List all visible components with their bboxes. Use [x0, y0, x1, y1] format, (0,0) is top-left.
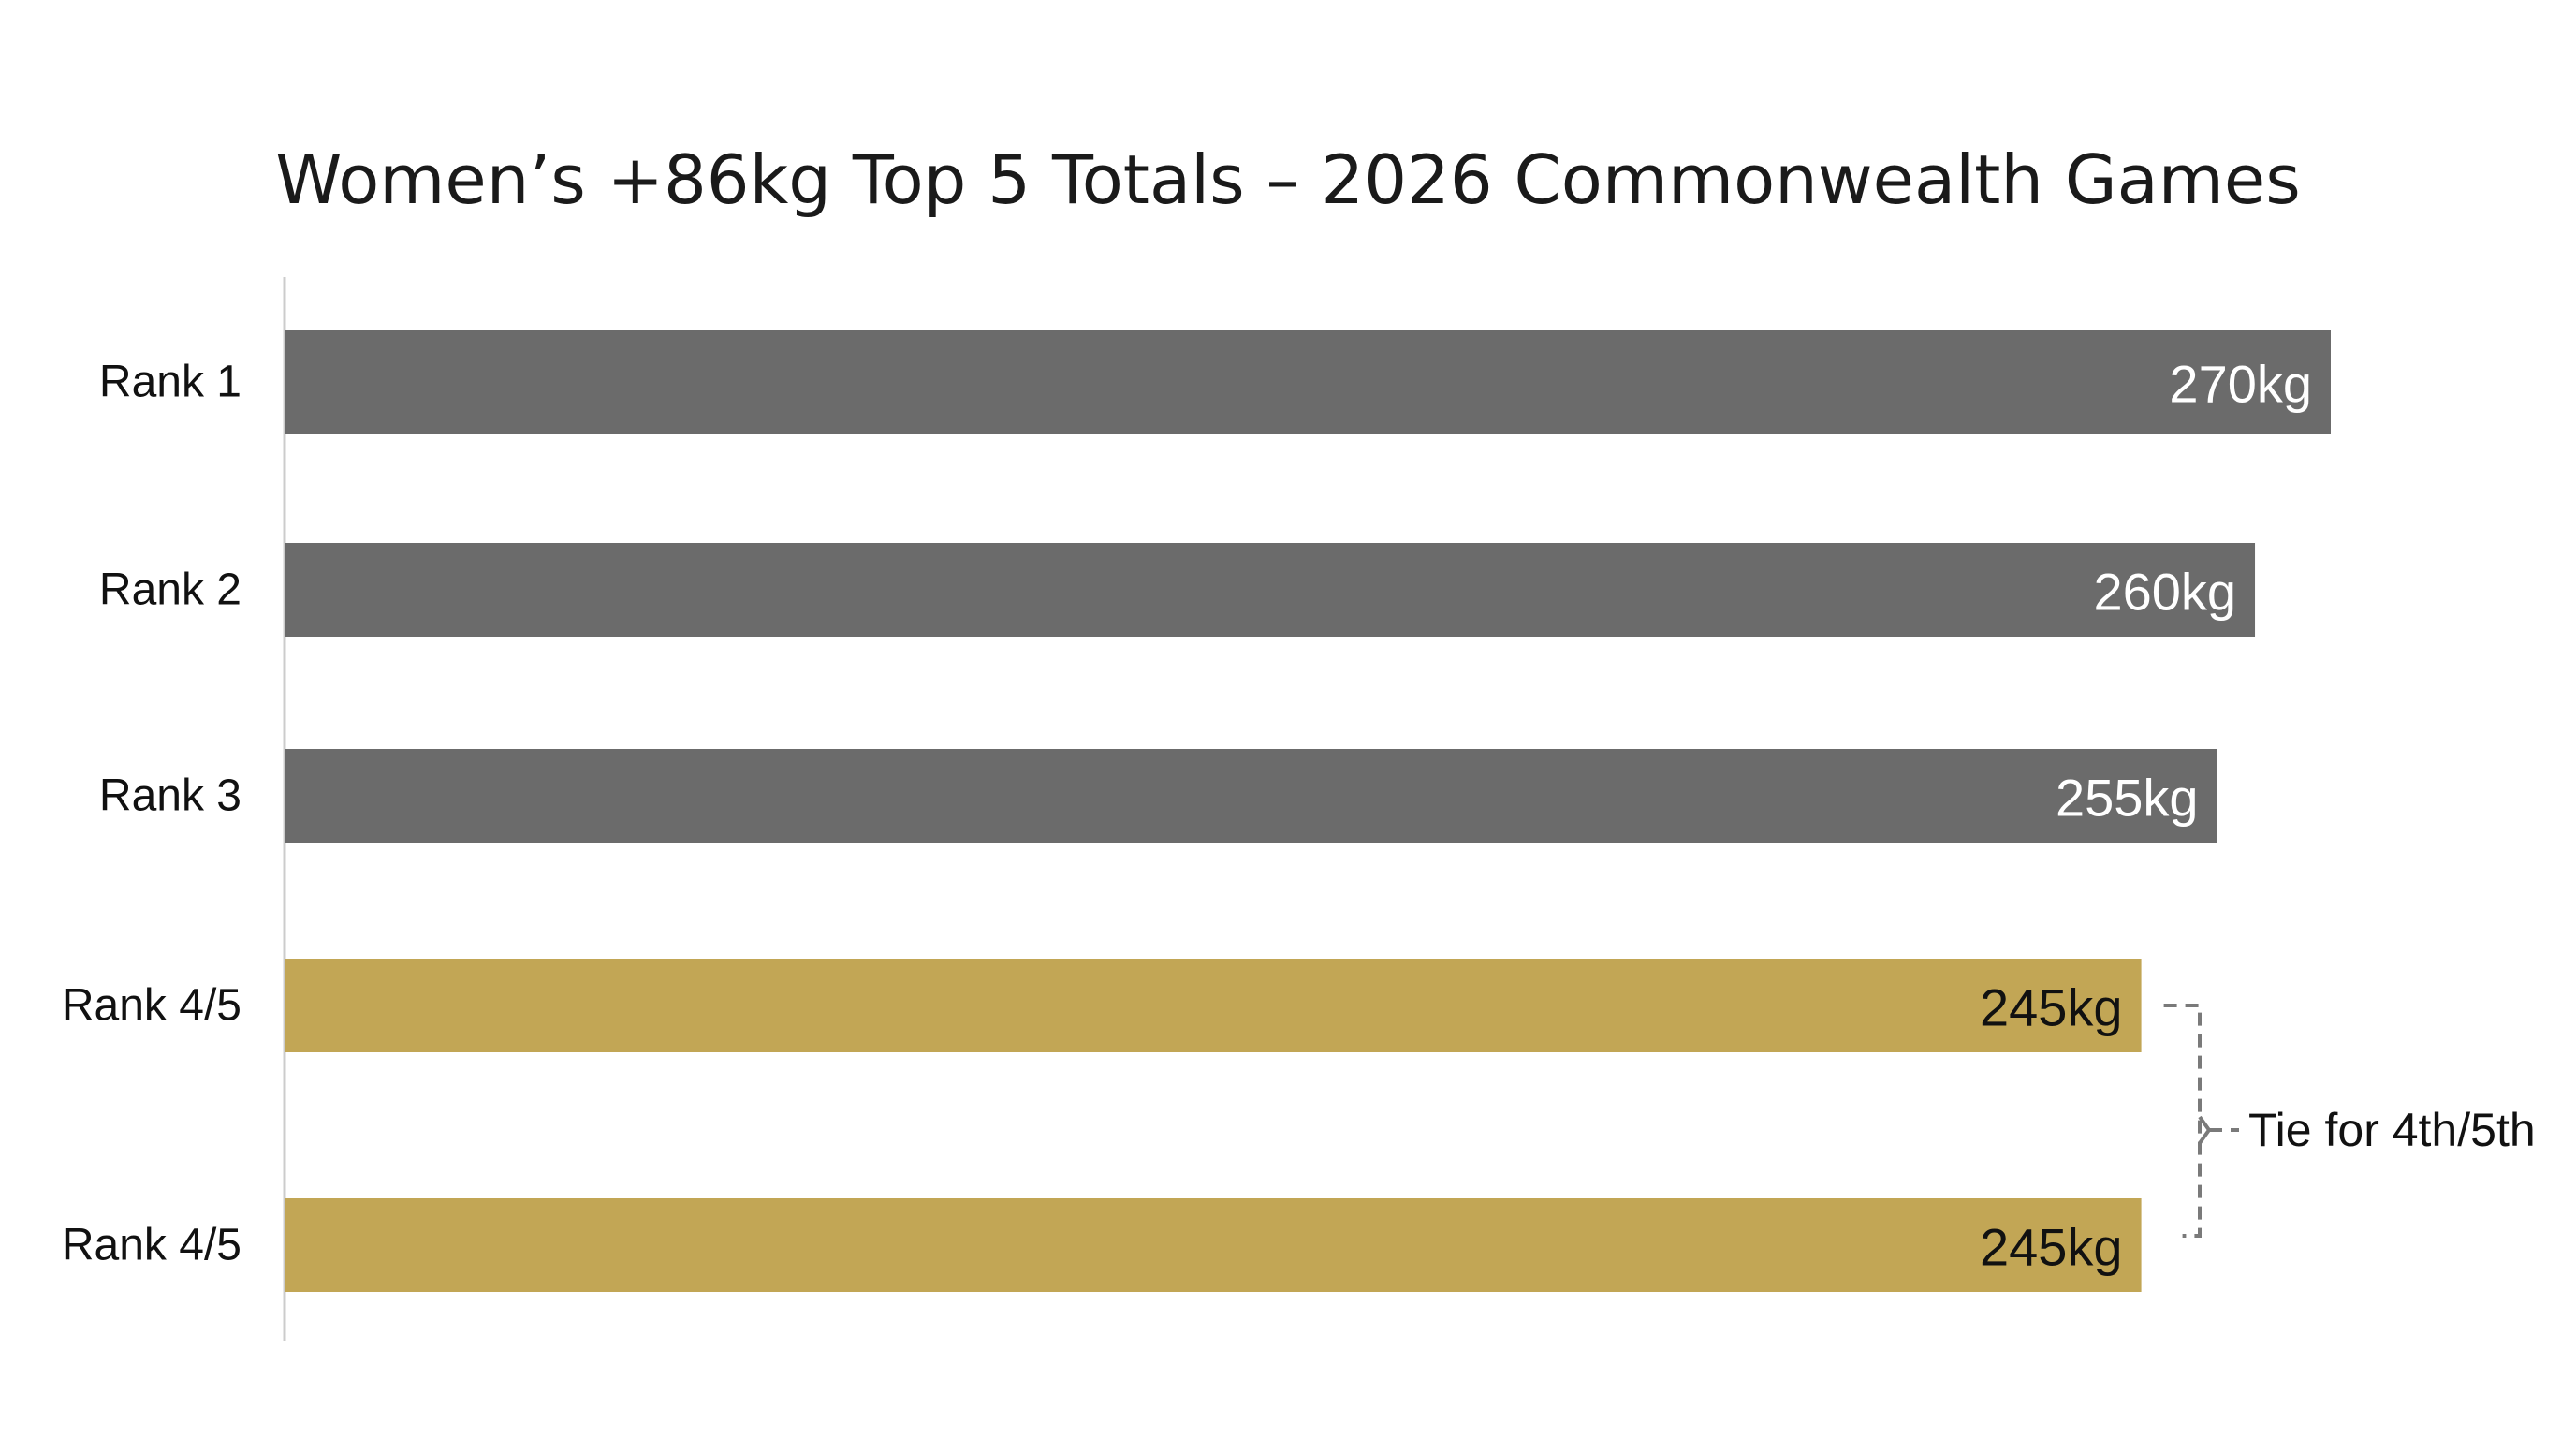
value-label: 255kg — [2056, 769, 2199, 828]
bar — [285, 330, 2331, 434]
value-label: 270kg — [2169, 355, 2312, 414]
category-label: Rank 2 — [99, 565, 242, 615]
bar — [285, 1198, 2142, 1292]
bar — [285, 959, 2142, 1052]
value-label: 245kg — [1980, 1218, 2123, 1277]
bar — [285, 543, 2256, 637]
category-label: Rank 4/5 — [62, 1221, 242, 1270]
value-label: 260kg — [2093, 563, 2236, 622]
value-label: 245kg — [1980, 978, 2123, 1037]
category-label: Rank 3 — [99, 771, 242, 821]
category-label: Rank 4/5 — [62, 981, 242, 1031]
chart-title: Women’s +86kg Top 5 Totals – 2026 Common… — [275, 140, 2301, 219]
bar — [285, 749, 2217, 843]
category-label: Rank 1 — [99, 358, 242, 407]
tie-bracket — [2163, 1004, 2202, 1238]
tie-annotation-label: Tie for 4th/5th — [2248, 1104, 2536, 1156]
